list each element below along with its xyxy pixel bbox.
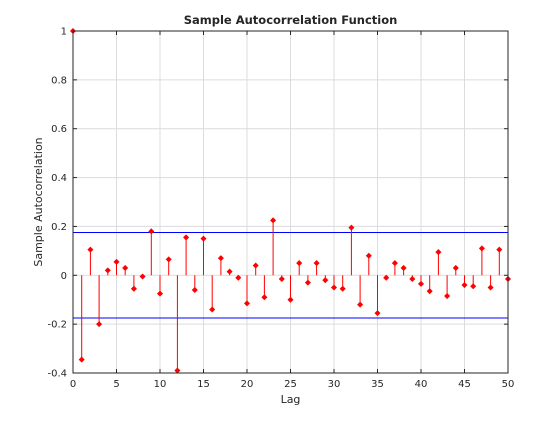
stem-marker (417, 280, 425, 287)
stem-marker (496, 246, 503, 253)
stem-marker (183, 234, 190, 241)
x-tick-label: 35 (371, 379, 384, 390)
stem-marker (357, 301, 364, 308)
stem-marker (191, 286, 198, 293)
stem-marker (130, 285, 137, 292)
stem-marker (487, 284, 494, 291)
x-tick-label: 5 (113, 379, 119, 390)
stem-marker (400, 264, 407, 271)
stem-marker (278, 275, 285, 282)
stem-marker (148, 228, 155, 235)
stem-marker (383, 274, 390, 281)
chart-title: Sample Autocorrelation Function (184, 13, 398, 27)
stem-marker (200, 235, 207, 242)
stem-marker (435, 249, 442, 256)
stem-marker (313, 260, 320, 267)
stem-marker (122, 264, 129, 271)
stem-marker (461, 282, 468, 289)
stem-marker (78, 356, 85, 363)
stem-marker (165, 256, 172, 263)
stem-marker (478, 245, 485, 252)
stem-marker (322, 277, 329, 284)
axis-ticks: 0 5 10 15 20 25 30 35 40 45 50 -0.4 -0.2 0 0.2 0.4 0.6 0.… (47, 27, 514, 391)
stem-marker (426, 288, 433, 295)
x-tick-label: 40 (415, 379, 428, 390)
stem-marker (235, 274, 242, 281)
confidence-bounds (73, 232, 508, 319)
y-tick-label: 0.2 (51, 222, 67, 233)
stem-marker (156, 290, 164, 297)
stem-marker (374, 310, 381, 317)
x-axis-label: Lag (281, 393, 301, 406)
x-tick-label: 25 (284, 379, 297, 390)
y-tick-label: 0 (61, 271, 67, 282)
stem-marker (409, 275, 416, 282)
stem-series (69, 27, 512, 374)
stem-marker (287, 296, 294, 303)
stem-marker (452, 264, 459, 271)
stem-marker (226, 268, 233, 275)
stem-marker (270, 217, 277, 224)
stem-marker (209, 306, 216, 313)
stem-marker (444, 293, 451, 300)
stem-marker (243, 300, 251, 307)
y-axis-label: Sample Autocorrelation (32, 137, 45, 266)
stem-marker (113, 258, 120, 265)
stem-marker (104, 267, 111, 274)
stem-marker (296, 260, 303, 267)
stem-marker (87, 246, 94, 253)
y-tick-label: 0.8 (51, 75, 67, 86)
stem-marker (252, 262, 259, 269)
x-tick-label: 20 (241, 379, 254, 390)
stem-marker (391, 260, 398, 267)
stem-marker (139, 273, 146, 280)
stem-marker (96, 321, 103, 328)
x-tick-label: 30 (328, 379, 341, 390)
x-tick-label: 0 (70, 379, 76, 390)
y-tick-label: 0.6 (51, 124, 67, 135)
stem-marker (217, 255, 224, 262)
stem-marker (330, 284, 338, 291)
x-tick-label: 10 (154, 379, 167, 390)
stem-marker (365, 252, 372, 259)
x-tick-label: 15 (197, 379, 210, 390)
y-tick-label: 0.4 (51, 173, 67, 184)
stem-marker (348, 224, 355, 231)
y-tick-label: -0.4 (47, 369, 67, 380)
x-tick-label: 50 (502, 379, 515, 390)
stem-marker (339, 285, 346, 292)
y-tick-label: -0.2 (47, 320, 67, 331)
stem-marker (304, 279, 311, 286)
stem-marker (470, 283, 477, 290)
y-tick-label: 1 (61, 27, 67, 38)
stem-marker (261, 294, 268, 301)
x-tick-label: 45 (458, 379, 471, 390)
